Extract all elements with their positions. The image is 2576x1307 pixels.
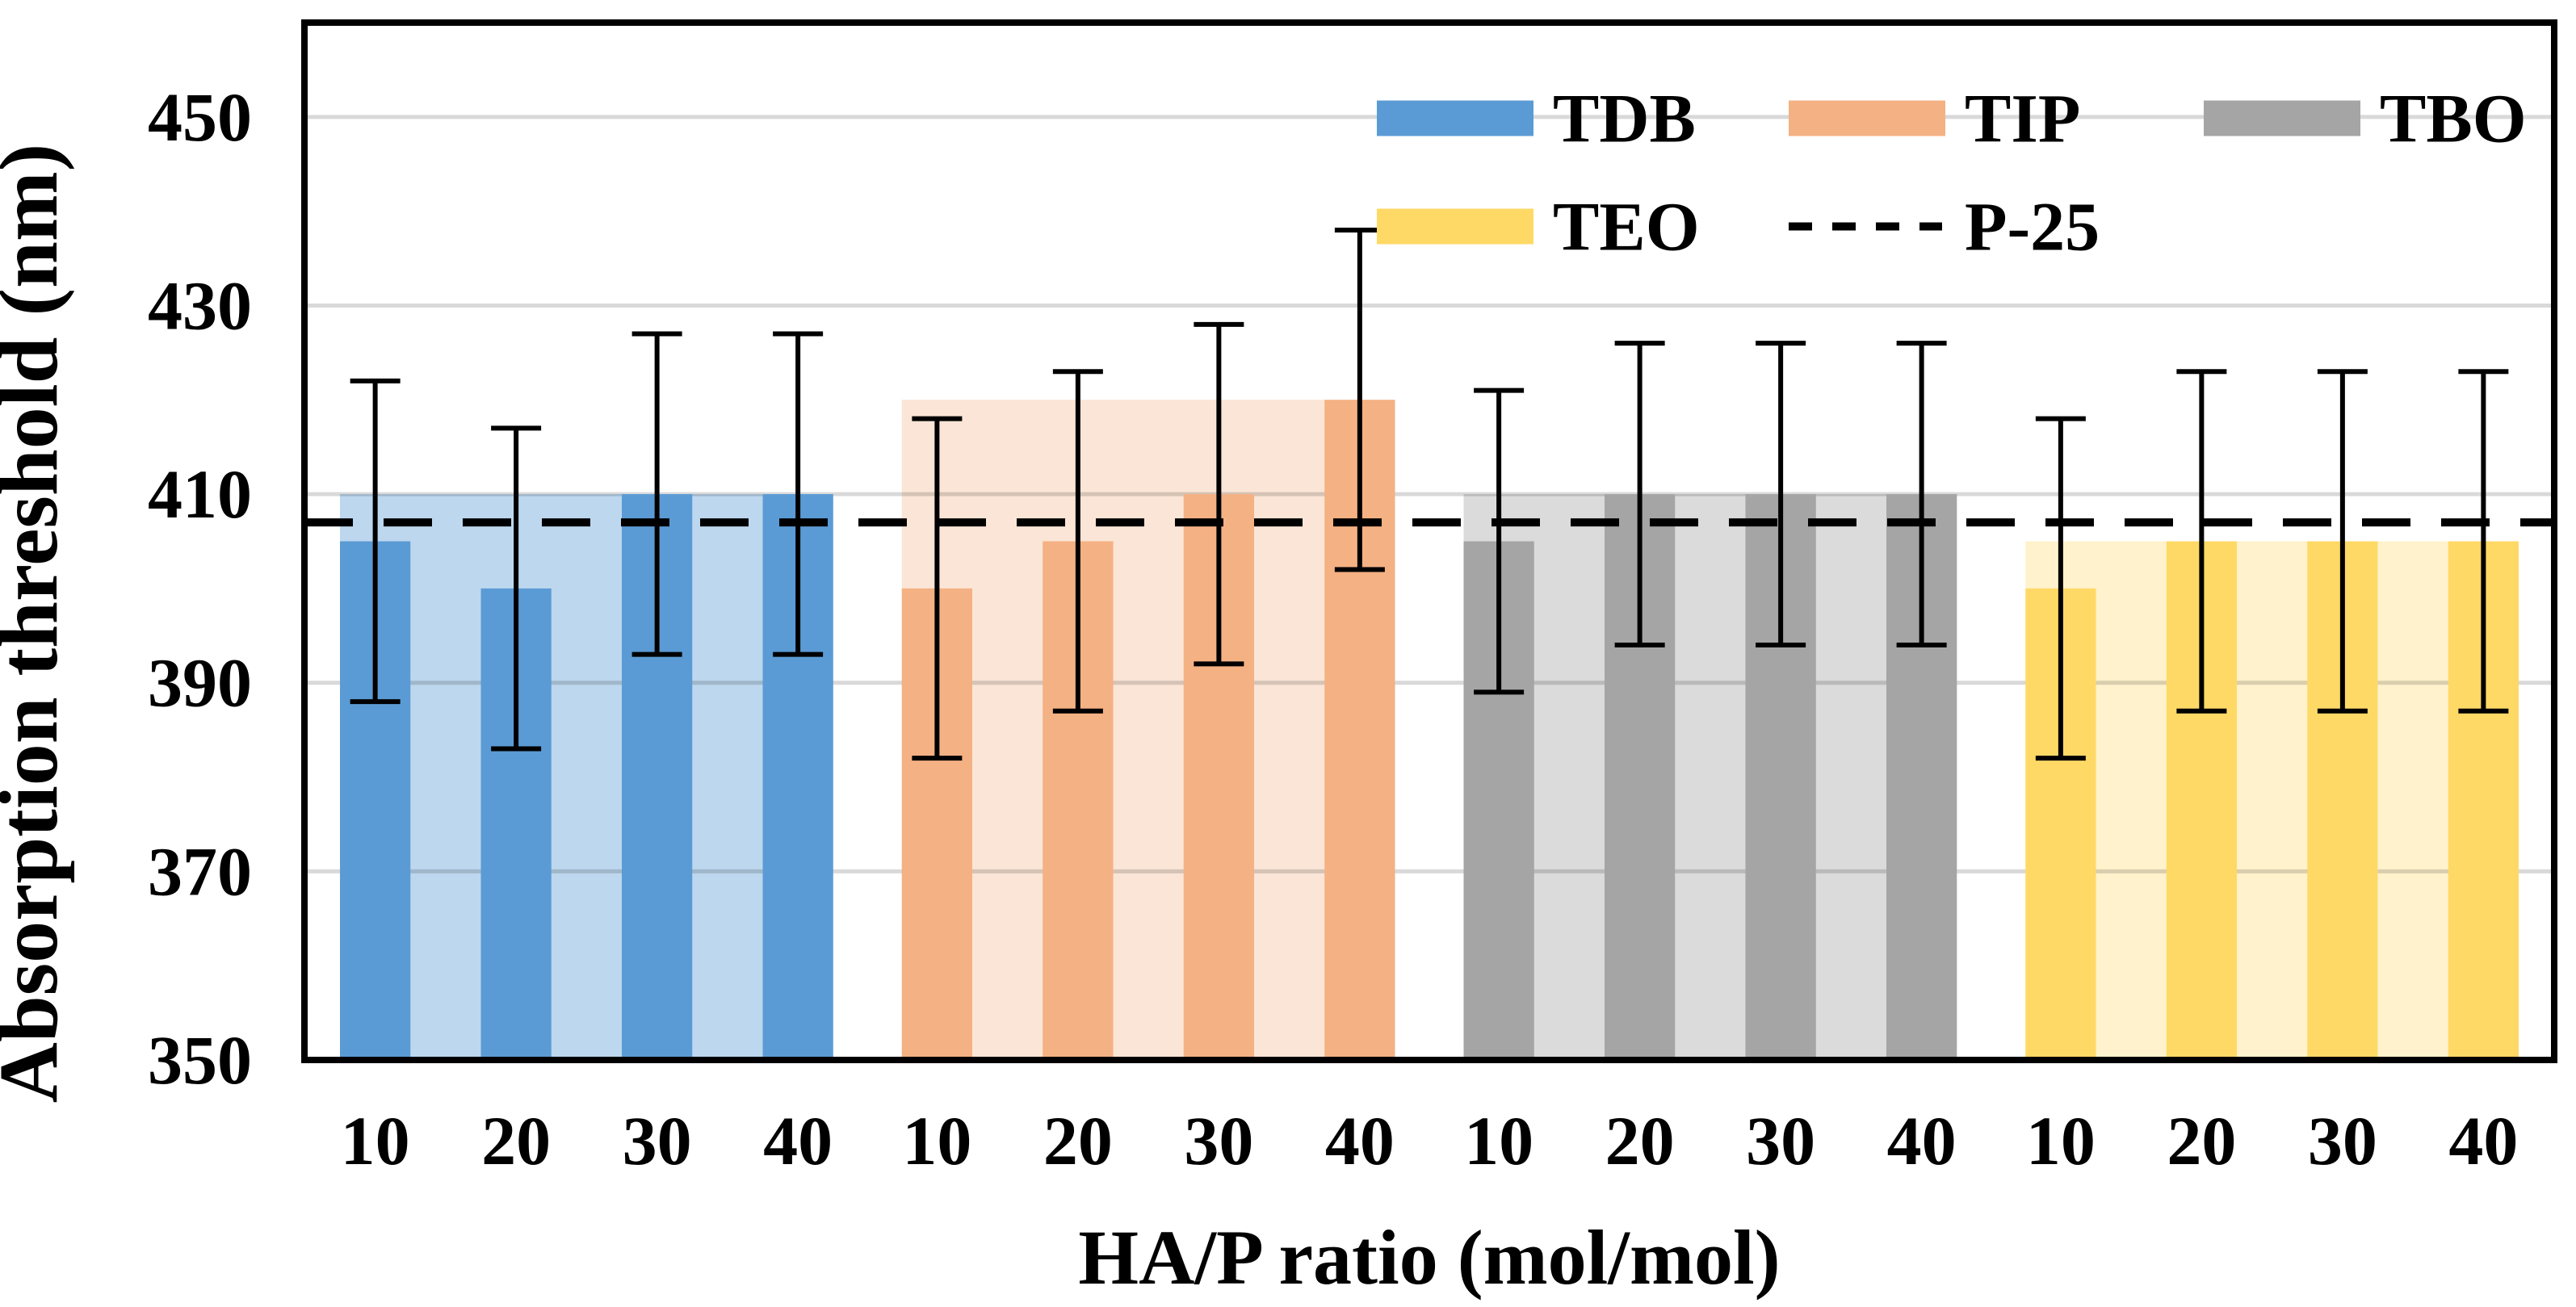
legend-swatch-TIP xyxy=(1789,100,1945,136)
x-tick-label-TIP-20: 20 xyxy=(1043,1102,1113,1179)
legend-label-TIP: TIP xyxy=(1965,80,2080,157)
x-tick-label-TIP-10: 10 xyxy=(902,1102,971,1179)
x-tick-label-TEO-40: 40 xyxy=(2448,1102,2518,1179)
light-band-TEO xyxy=(2025,541,2519,1060)
x-tick-label-TEO-10: 10 xyxy=(2026,1102,2096,1179)
y-tick-label-430: 430 xyxy=(148,266,252,344)
error-bar-TBO-20 xyxy=(1614,341,1665,647)
x-tick-label-TBO-30: 30 xyxy=(1746,1102,1815,1179)
error-bar-TIP-30 xyxy=(1194,321,1244,667)
y-tick-label-350: 350 xyxy=(148,1021,252,1099)
error-bar-TBO-10 xyxy=(1474,387,1525,695)
tick-labels-layer: 350 370 390 410 430 450 10 20 30 40 10 20 30 40 10 20 30… xyxy=(148,78,2518,1179)
x-tick-label-TDB-10: 10 xyxy=(341,1102,410,1179)
light-band-TIP xyxy=(901,400,1395,1061)
light-bands-layer xyxy=(340,400,2519,1061)
error-bar-TDB-40 xyxy=(773,331,824,657)
plot-frame xyxy=(301,19,2557,1063)
plot-frame-layer xyxy=(301,19,2557,1063)
legend-entry-P-25: P-25 xyxy=(1789,188,2100,266)
x-tick-label-TIP-30: 30 xyxy=(1184,1102,1253,1179)
x-tick-label-TDB-20: 20 xyxy=(481,1102,551,1179)
error-bar-TBO-40 xyxy=(1896,341,1947,647)
error-bar-TIP-40 xyxy=(1334,228,1385,572)
legend-entry-TDB: TDB xyxy=(1377,80,1696,157)
error-bar-TIP-20 xyxy=(1052,369,1103,714)
error-bars-layer xyxy=(350,228,2509,761)
legend-label-P-25: P-25 xyxy=(1965,188,2100,266)
legend-swatch-TBO xyxy=(2204,100,2360,136)
legend-swatch-TEO xyxy=(1377,208,1533,245)
y-tick-label-410: 410 xyxy=(148,455,252,533)
y-tick-label-450: 450 xyxy=(148,78,252,156)
x-tick-label-TDB-40: 40 xyxy=(763,1102,833,1179)
x-tick-label-TBO-10: 10 xyxy=(1464,1102,1533,1179)
error-bar-TEO-10 xyxy=(2035,416,2086,761)
legend-swatch-TDB xyxy=(1377,100,1533,136)
legend-label-TDB: TDB xyxy=(1553,80,1696,157)
x-tick-label-TDB-30: 30 xyxy=(623,1102,692,1179)
legend-entry-TEO: TEO xyxy=(1377,188,1700,266)
light-band-TBO xyxy=(1463,494,1957,1060)
legend-entry-TIP: TIP xyxy=(1789,80,2080,157)
x-tick-label-TEO-30: 30 xyxy=(2308,1102,2377,1179)
legend: TDB TIP TBO TEO P-25 xyxy=(1377,80,2527,266)
legend-entry-TBO: TBO xyxy=(2204,80,2527,157)
x-tick-label-TIP-40: 40 xyxy=(1325,1102,1395,1179)
x-axis-title: HA/P ratio (mol/mol) xyxy=(1078,1214,1780,1301)
error-bar-TIP-10 xyxy=(912,416,963,761)
light-band-TDB xyxy=(340,494,833,1060)
x-tick-label-TBO-20: 20 xyxy=(1605,1102,1675,1179)
legend-label-TBO: TBO xyxy=(2380,80,2527,157)
error-bar-TBO-30 xyxy=(1756,341,1806,647)
legend-label-TEO: TEO xyxy=(1553,188,1700,266)
error-bar-TDB-20 xyxy=(491,425,542,752)
x-tick-label-TEO-20: 20 xyxy=(2167,1102,2236,1179)
y-tick-label-370: 370 xyxy=(148,832,252,910)
y-axis-title: Absorption threshold (nm) xyxy=(0,144,75,1103)
x-tick-label-TBO-40: 40 xyxy=(1887,1102,1957,1179)
error-bar-TEO-20 xyxy=(2176,369,2227,714)
error-bar-TDB-10 xyxy=(350,378,401,705)
error-bar-TEO-30 xyxy=(2317,369,2368,714)
error-bar-TDB-30 xyxy=(631,331,682,657)
error-bar-TEO-40 xyxy=(2458,369,2509,714)
bars-layer xyxy=(340,400,2519,1061)
y-tick-label-390: 390 xyxy=(148,644,252,722)
